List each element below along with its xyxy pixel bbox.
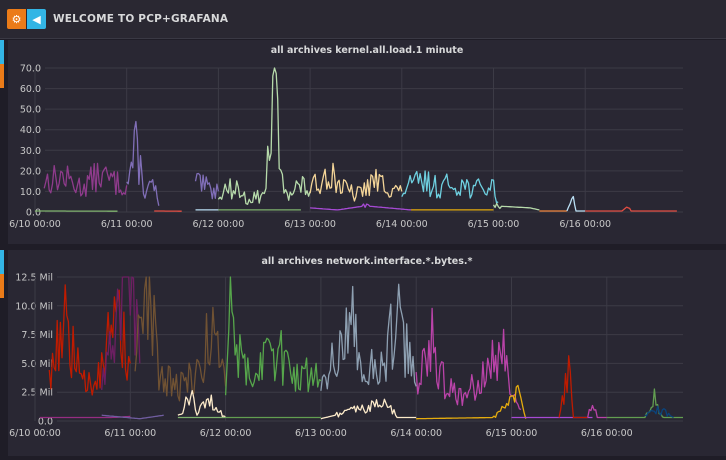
series-line[interactable] (309, 162, 403, 202)
y-tick-label: 5.0 Mil (21, 359, 53, 370)
dashboard-title[interactable]: WELCOME TO PCP+GRAFANA (53, 13, 229, 25)
row-handle-1[interactable] (0, 40, 4, 64)
series-line[interactable] (415, 307, 522, 411)
y-tick-label: 20.0 (20, 166, 41, 177)
series-line[interactable] (134, 276, 227, 402)
series-line[interactable] (587, 404, 607, 419)
series-line[interactable] (177, 389, 227, 418)
panel-title[interactable]: all archives kernel.all.load.1 minute (270, 45, 464, 56)
x-tick-label: 6/15 00:00 (468, 219, 520, 230)
row-handle-1b[interactable] (0, 64, 4, 88)
series-line[interactable] (320, 398, 417, 420)
x-tick-label: 6/16 00:00 (581, 428, 633, 439)
row-handle-2[interactable] (0, 250, 4, 274)
series-line[interactable] (217, 67, 311, 205)
series-line[interactable] (48, 284, 131, 396)
panel-title[interactable]: all archives network.interface.*.bytes.* (261, 256, 473, 267)
y-tick-label: 0.0 (38, 417, 53, 428)
x-tick-label: 6/11 00:00 (104, 428, 156, 439)
x-tick-label: 6/16 00:00 (559, 219, 611, 230)
y-tick-label: 50.0 (20, 105, 41, 116)
series-line[interactable] (43, 162, 128, 197)
series-line[interactable] (606, 388, 683, 419)
series-line[interactable] (310, 203, 412, 211)
x-tick-label: 6/13 00:00 (295, 428, 347, 439)
x-tick-label: 6/14 00:00 (376, 219, 428, 230)
series-line[interactable] (644, 405, 674, 419)
series-line[interactable] (194, 172, 220, 200)
chevron-left-icon[interactable]: ◀ (27, 9, 46, 29)
y-tick-label: 7.5 Mil (21, 330, 53, 341)
x-tick-label: 6/10 00:00 (9, 428, 61, 439)
series-line[interactable] (492, 202, 540, 211)
y-tick-label: 0.0 (26, 208, 41, 219)
network-graph-panel: all archives network.interface.*.bytes.*… (8, 250, 726, 456)
series-line[interactable] (126, 120, 160, 206)
y-tick-label: 30.0 (20, 146, 41, 157)
series-line[interactable] (101, 276, 141, 390)
y-tick-label: 10.0 (20, 187, 41, 198)
x-tick-label: 6/12 00:00 (193, 219, 245, 230)
gear-icon[interactable]: ⚙ (7, 9, 26, 29)
x-tick-label: 6/13 00:00 (284, 219, 336, 230)
series-line[interactable] (566, 195, 586, 212)
y-tick-label: 70.0 (20, 64, 41, 75)
y-tick-label: 40.0 (20, 125, 41, 136)
x-tick-label: 6/14 00:00 (390, 428, 442, 439)
row-handle-2b[interactable] (0, 274, 4, 298)
load-graph-panel: all archives kernel.all.load.1 minute 0.… (8, 40, 726, 244)
x-tick-label: 6/11 00:00 (101, 219, 153, 230)
x-tick-label: 6/10 00:00 (9, 219, 61, 230)
series-line[interactable] (401, 170, 499, 204)
y-tick-label: 60.0 (20, 84, 41, 95)
network-chart[interactable]: 0.0 2.5 Mil 5.0 Mil 7.5 Mil 10.0 Mil 12.5 Mil… (8, 250, 726, 456)
series-line[interactable] (39, 415, 131, 419)
series-line[interactable] (585, 206, 677, 212)
series-line[interactable] (320, 283, 417, 391)
series-line[interactable] (558, 355, 588, 419)
load-chart[interactable]: 0.0 10.0 20.0 30.0 40.0 50.0 60.0 70.0 6/10 00:0… (8, 40, 726, 244)
y-tick-label: 12.5 Mil (15, 273, 53, 284)
y-tick-label: 2.5 Mil (21, 388, 53, 399)
series-line[interactable] (416, 384, 527, 420)
x-tick-label: 6/15 00:00 (486, 428, 538, 439)
series-line[interactable] (101, 414, 164, 420)
y-tick-label: 10.0 Mil (15, 301, 53, 312)
x-tick-label: 6/12 00:00 (200, 428, 252, 439)
series-line[interactable] (224, 276, 322, 396)
dashboard-topbar: ⚙ ◀ WELCOME TO PCP+GRAFANA (0, 0, 726, 39)
